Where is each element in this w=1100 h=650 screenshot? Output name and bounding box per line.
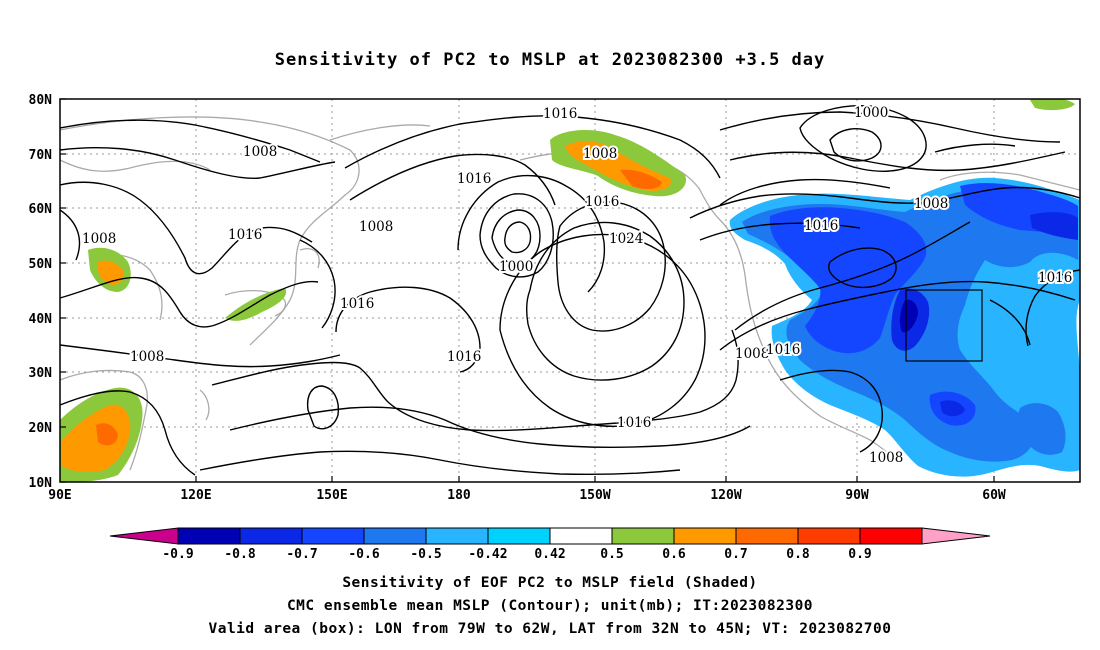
lat-label: 50N (29, 257, 53, 272)
colorbar-tick-label: 0.9 (848, 547, 871, 562)
colorbar-tick-label: -0.9 (162, 547, 193, 562)
lon-label: 90W (845, 488, 869, 503)
lat-label: 40N (29, 312, 53, 327)
contour-label: 1008 (735, 346, 769, 362)
colorbar-swatch (673, 527, 737, 545)
caption-contour: CMC ensemble mean MSLP (Contour); unit(m… (286, 598, 814, 614)
colorbar-tick-label: 0.42 (534, 547, 565, 562)
contour-label: 1016 (447, 349, 481, 365)
map-frame (59, 98, 1081, 483)
map-plot-area: 1016 1008 1000 1008 1016 1008 1008 1016 … (59, 98, 1081, 483)
lon-label: 60W (982, 488, 1006, 503)
contour-label: 1016 (457, 171, 491, 187)
contour-label: 1008 (243, 144, 277, 160)
colorbar-swatch (177, 527, 241, 545)
mslp-contours (60, 105, 1080, 476)
longitude-labels: 90E 120E 150E 180 150W 120W 90W 60W (48, 488, 1006, 503)
colorbar-swatch (797, 527, 861, 545)
colorbar-tick-label: -0.8 (224, 547, 255, 562)
colorbar-swatch (859, 527, 923, 545)
lat-label: 10N (29, 476, 53, 491)
contour-label: 1008 (583, 146, 617, 162)
lon-label: 120W (710, 488, 741, 503)
colorbar-swatch (735, 527, 799, 545)
colorbar-swatch (301, 527, 365, 545)
lon-label: 90E (48, 488, 71, 503)
colorbar-tick-label: -0.7 (286, 547, 317, 562)
axis-ticks (60, 98, 995, 483)
colorbar-tick-label: -0.5 (410, 547, 441, 562)
contour-label: 1000 (499, 259, 533, 275)
latitude-labels: 80N 70N 60N 50N 40N 30N 20N 10N (29, 93, 53, 491)
colorbar-swatch (363, 527, 427, 545)
lat-label: 80N (29, 93, 53, 108)
chart-title: Sensitivity of PC2 to MSLP at 2023082300… (274, 50, 826, 70)
colorbar-swatch (611, 527, 675, 545)
colorbar-swatch (549, 527, 613, 545)
caption-shading: Sensitivity of EOF PC2 to MSLP field (Sh… (342, 575, 758, 591)
caption-valid-area: Valid area (box): LON from 79W to 62W, L… (208, 621, 892, 637)
lon-label: 150E (316, 488, 347, 503)
colorbar-tick-label: -0.6 (348, 547, 379, 562)
colorbar: -0.9 -0.8 -0.7 -0.6 -0.5 -0.42 0.42 0.5 0.6 0.7 0.… (109, 527, 991, 562)
positive-sensitivity-shading (60, 99, 1075, 482)
contour-label: 1016 (1038, 270, 1072, 286)
contour-label: 1008 (82, 231, 116, 247)
contour-label: 1016 (543, 106, 577, 122)
lon-label: 180 (447, 488, 471, 503)
contour-label: 1008 (359, 219, 393, 235)
colorbar-swatch (487, 527, 551, 545)
lat-label: 60N (29, 202, 53, 217)
lat-label: 70N (29, 148, 53, 163)
lon-label: 120E (180, 488, 211, 503)
contour-label: 1016 (340, 296, 374, 312)
contour-label: 1016 (766, 342, 800, 358)
contour-label: 1016 (585, 194, 619, 210)
colorbar-swatch (425, 527, 489, 545)
colorbar-tick-label: -0.42 (468, 547, 507, 562)
colorbar-swatch (239, 527, 303, 545)
lat-label: 20N (29, 421, 53, 436)
colorbar-tick-label: 0.8 (786, 547, 810, 562)
contour-label: 1008 (130, 349, 164, 365)
colorbar-tick-label: 0.6 (662, 547, 686, 562)
contour-label: 1024 (609, 231, 643, 247)
colorbar-low-extension (109, 527, 179, 545)
contour-label: 1008 (869, 450, 903, 466)
valid-area-box (905, 289, 983, 362)
colorbar-high-extension (921, 527, 991, 545)
colorbar-tick-label: 0.5 (600, 547, 623, 562)
contour-label: 1008 (914, 196, 948, 212)
negative-sensitivity-shading (729, 177, 1080, 477)
colorbar-tick-label: 0.7 (724, 547, 747, 562)
contour-label: 1016 (228, 227, 262, 243)
lat-label: 30N (29, 366, 53, 381)
contour-labels: 1016 1008 1000 1008 1016 1008 1008 1016 … (80, 103, 1074, 468)
contour-label: 1016 (804, 218, 838, 234)
lon-label: 150W (579, 488, 610, 503)
contour-label: 1016 (617, 415, 651, 431)
contour-label: 1000 (854, 105, 888, 121)
